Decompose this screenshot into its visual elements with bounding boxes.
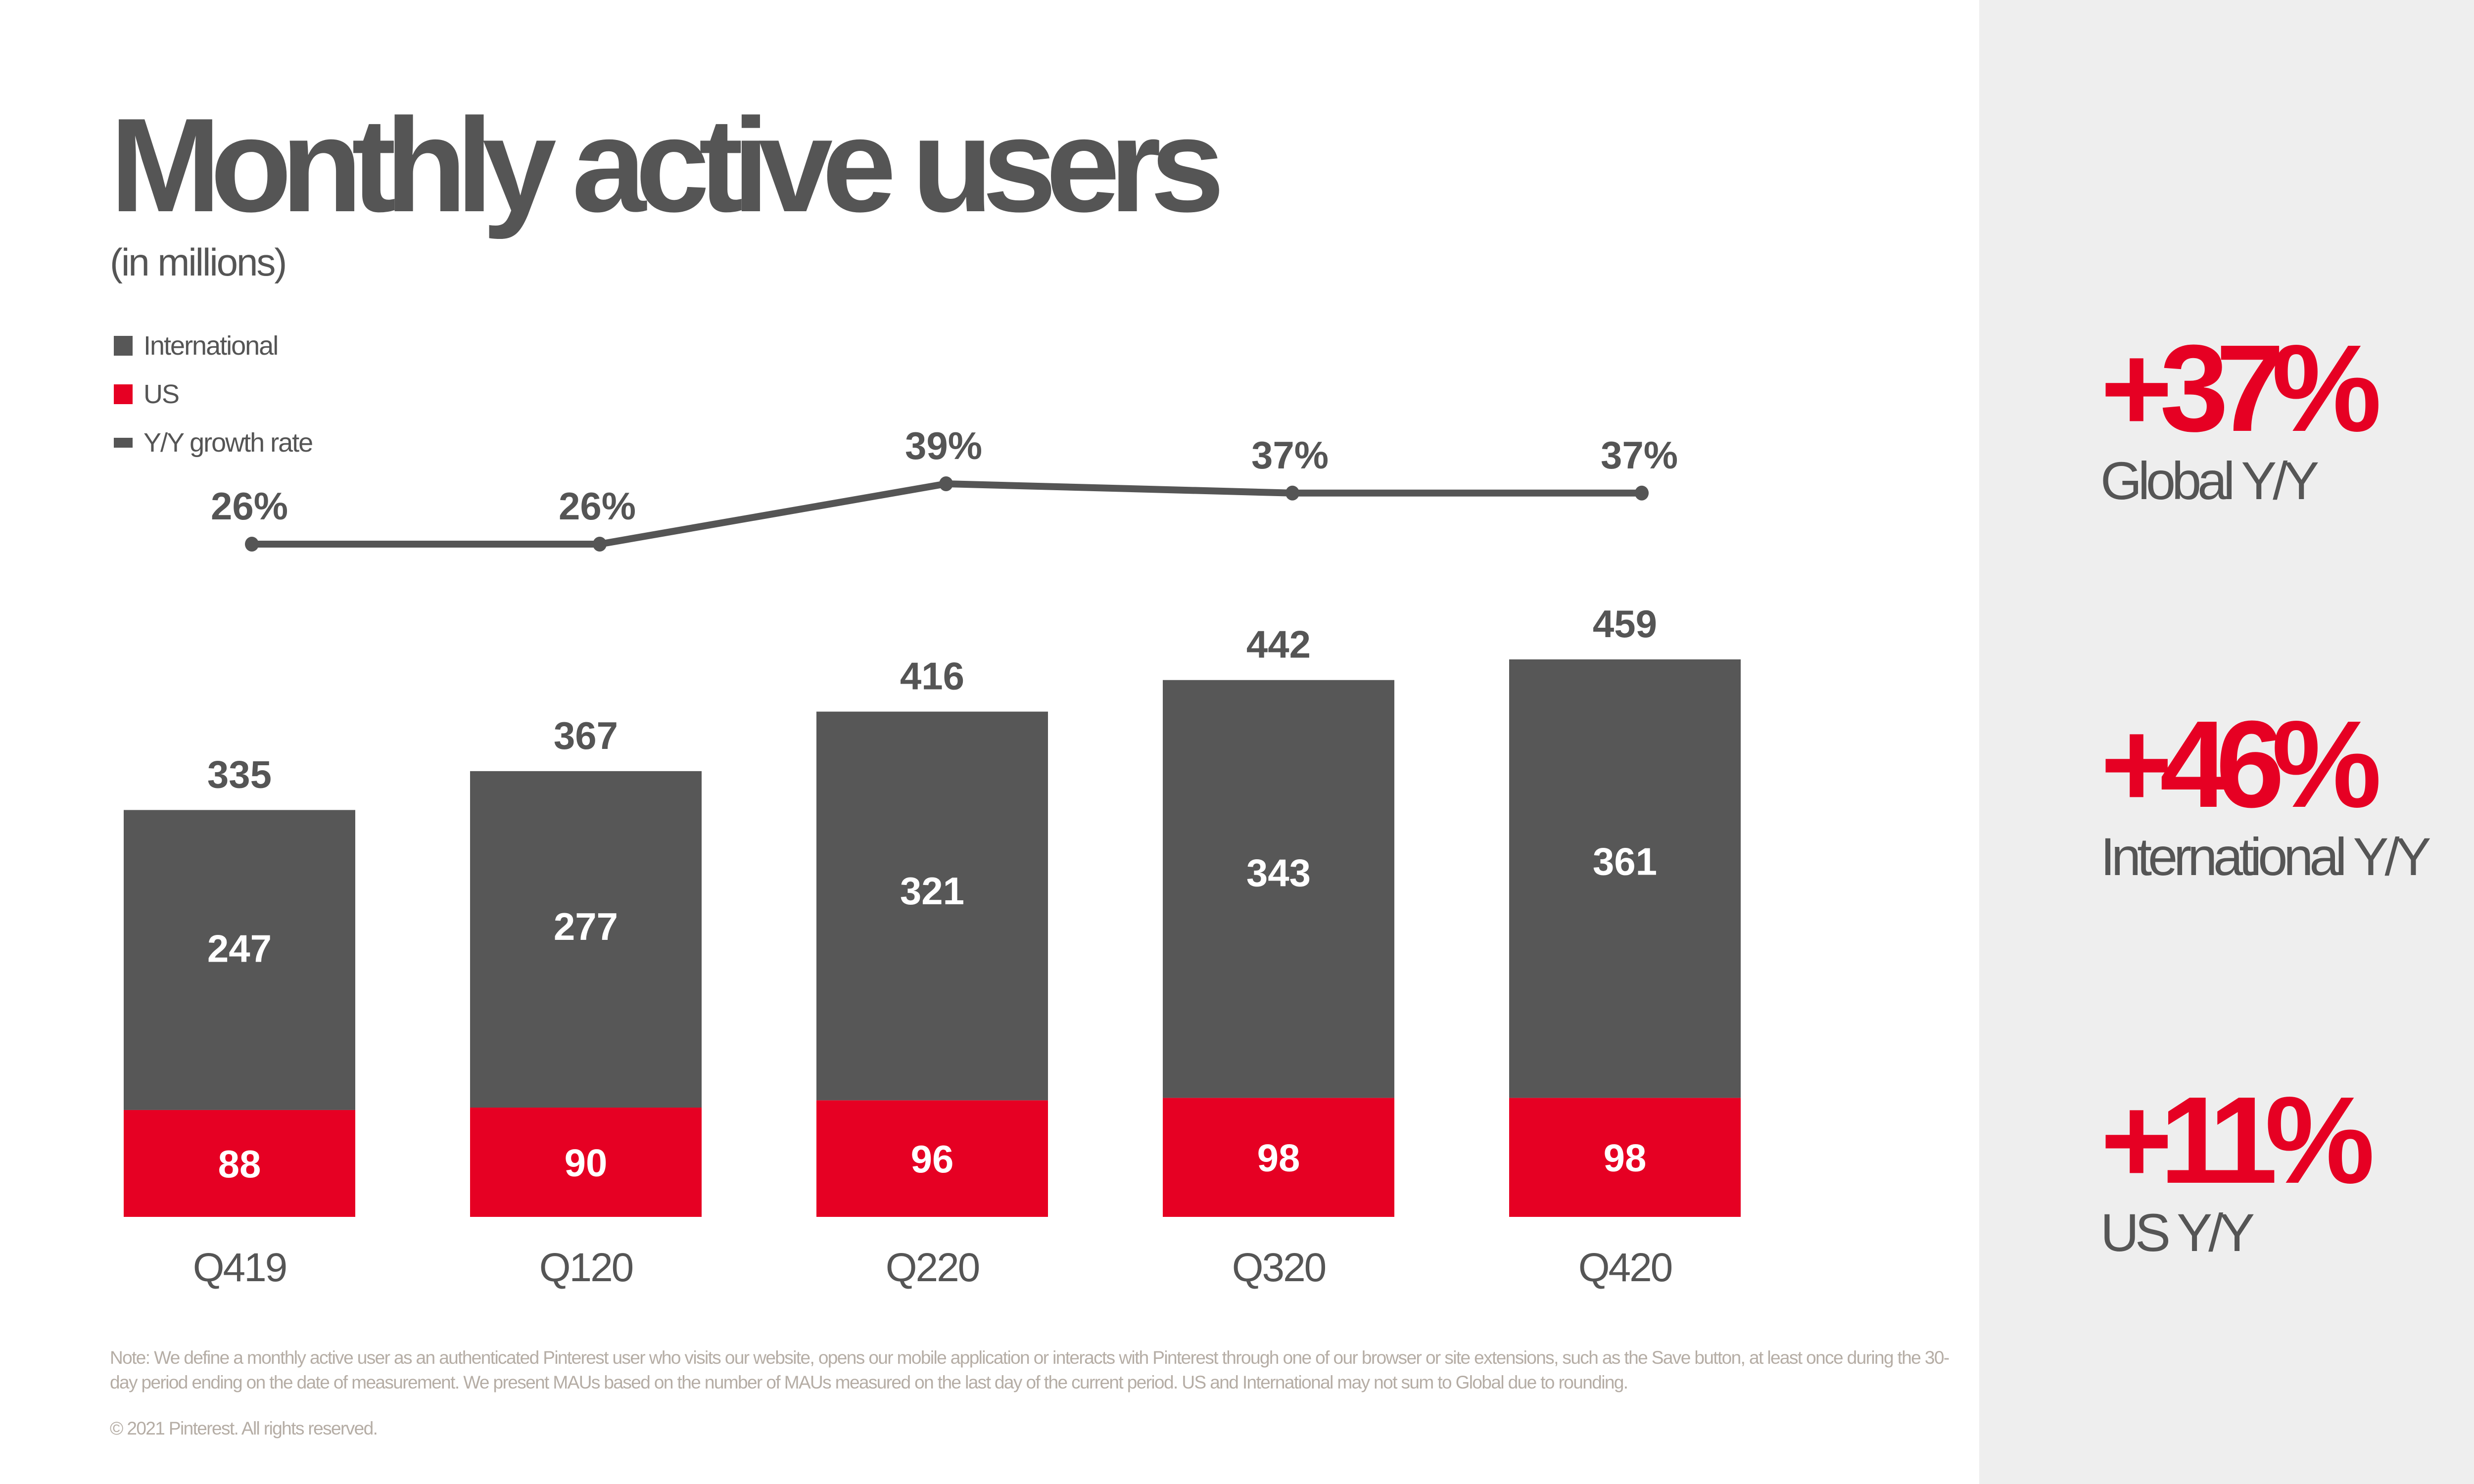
x-tick-label: Q419	[193, 1245, 286, 1290]
x-tick-label: Q220	[886, 1245, 979, 1290]
data-label-us: 90	[565, 1141, 608, 1185]
data-label-total: 416	[900, 654, 964, 698]
x-tick-label: Q420	[1578, 1245, 1672, 1290]
legend-label: US	[143, 379, 180, 409]
bar-segment-international	[816, 711, 1048, 1101]
data-label-us: 98	[1257, 1136, 1300, 1180]
growth-rate-point	[939, 476, 953, 491]
legend-swatch-international	[114, 336, 133, 356]
growth-rate-label: 26%	[211, 484, 288, 528]
data-label-total: 367	[554, 714, 618, 757]
kpi-us-value: +11%	[2100, 1071, 2375, 1209]
chart-legend: International US Y/Y growth rate	[114, 322, 313, 467]
bar-segment-international	[1509, 659, 1741, 1098]
data-label-us: 88	[218, 1142, 261, 1186]
page-title: Monthly active users	[110, 91, 1225, 240]
kpi-us-label: US Y/Y	[2100, 1203, 2255, 1262]
page-subtitle: (in millions)	[110, 240, 287, 284]
growth-rate-label: 26%	[559, 484, 636, 528]
kpi-international-label: International Y/Y	[2100, 827, 2431, 886]
kpi-global: +37% Global Y/Y	[2100, 319, 2381, 510]
kpi-global-label: Global Y/Y	[2100, 451, 2319, 510]
growth-rate-point	[1285, 485, 1299, 501]
bar-segment-us	[124, 1110, 355, 1217]
kpi-international-value: +46%	[2100, 695, 2381, 833]
legend-swatch-us	[114, 384, 133, 404]
bars-layer	[124, 659, 1741, 1217]
labels-layer: 88 247 335 Q419 90 277 367 Q120 96 321 416 Q220 98 34…	[193, 424, 1678, 1290]
data-label-international: 247	[207, 927, 272, 970]
highlights-panel	[1979, 0, 2474, 1484]
kpi-us: +11% US Y/Y	[2100, 1071, 2375, 1262]
growth-rate-point	[245, 537, 259, 552]
data-label-international: 277	[554, 905, 618, 948]
growth-rate-point	[1635, 485, 1649, 501]
footnote: Note: We define a monthly active user as…	[110, 1347, 1950, 1392]
bar-segment-international	[124, 810, 355, 1110]
growth-rate-label: 39%	[905, 424, 982, 467]
bar-segment-us	[1163, 1098, 1394, 1217]
x-tick-label: Q320	[1232, 1245, 1326, 1290]
kpi-global-value: +37%	[2100, 319, 2381, 457]
legend-swatch-growth-rate	[114, 438, 133, 448]
bar-segment-us	[1509, 1098, 1741, 1217]
data-label-us: 96	[911, 1137, 954, 1181]
legend-item-growth-rate: Y/Y growth rate	[114, 418, 313, 467]
mau-chart: 88 247 335 Q419 90 277 367 Q120 96 321 416 Q220 98 34…	[124, 424, 1741, 1290]
bar-segment-us	[816, 1100, 1048, 1217]
legend-item-us: US	[114, 370, 312, 418]
kpi-international: +46% International Y/Y	[2100, 695, 2431, 886]
data-label-international: 321	[900, 869, 964, 913]
copyright: © 2021 Pinterest. All rights reserved.	[110, 1418, 378, 1438]
growth-rate-line	[252, 480, 1642, 548]
data-label-total: 335	[207, 752, 272, 796]
data-label-international: 361	[1593, 840, 1657, 883]
legend-item-international: International	[114, 322, 312, 370]
data-label-us: 98	[1604, 1136, 1647, 1180]
legend-label: Y/Y growth rate	[143, 428, 313, 458]
legend-label: International	[143, 331, 279, 361]
data-label-total: 442	[1246, 623, 1311, 666]
growth-rate-label: 37%	[1601, 433, 1678, 477]
bar-segment-international	[1163, 680, 1394, 1098]
growth-rate-label: 37%	[1251, 433, 1329, 477]
growth-line-layer	[245, 476, 1649, 552]
x-tick-label: Q120	[539, 1245, 633, 1290]
data-label-international: 343	[1246, 851, 1311, 894]
bar-segment-international	[470, 771, 702, 1108]
data-label-total: 459	[1593, 602, 1657, 646]
bar-segment-us	[470, 1108, 702, 1217]
growth-rate-point	[593, 537, 607, 552]
